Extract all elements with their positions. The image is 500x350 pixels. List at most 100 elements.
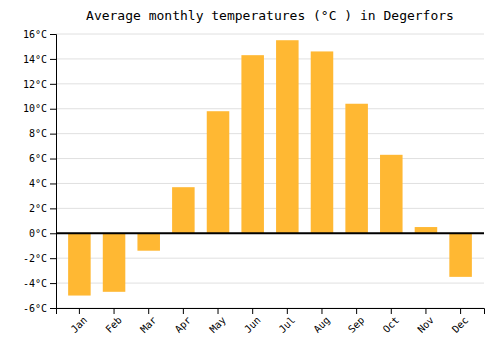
chart-container: -6°C -4°C -2°C 0°C 2°C 4°C 6°C 8°C 10°C 12°C 14°C 1… — [0, 0, 500, 350]
y-tick: 12°C — [23, 79, 56, 90]
y-tick: 0°C — [29, 228, 56, 239]
x-tick-mark — [460, 308, 461, 314]
y-tick-mark — [50, 308, 56, 309]
grid-line — [56, 108, 484, 109]
x-tick-label: Jan — [69, 314, 90, 335]
y-tick-label: 0°C — [29, 228, 47, 239]
x-tick: Jan — [69, 308, 90, 335]
x-tick-label: May — [207, 314, 228, 335]
y-tick: 10°C — [23, 103, 56, 114]
x-tick: Aug — [311, 308, 332, 335]
y-tick-mark — [50, 233, 56, 234]
x-tick: Apr — [173, 308, 194, 335]
bars — [68, 40, 472, 295]
x-tick: Nov — [415, 308, 436, 335]
bar — [207, 111, 230, 233]
x-tick-label: Sep — [346, 314, 367, 335]
x-tick-label: Mar — [138, 314, 159, 335]
y-tick: -4°C — [23, 278, 56, 289]
bar — [276, 40, 299, 233]
bar — [137, 233, 160, 250]
title: Average monthly temperatures (°C ) in De… — [86, 8, 454, 23]
x-tick-label: Aug — [311, 314, 332, 335]
y-tick-mark — [50, 84, 56, 85]
y-tick-label: 14°C — [23, 54, 47, 65]
x-tick-mark — [114, 308, 115, 314]
y-tick-mark — [50, 208, 56, 209]
y-tick: 4°C — [29, 178, 56, 189]
bar — [68, 233, 91, 295]
y-tick-label: 8°C — [29, 128, 47, 139]
x-tick-label: Feb — [103, 314, 124, 335]
x-tick-mark — [321, 308, 322, 314]
bar — [311, 51, 334, 233]
x-tick-mark — [425, 308, 426, 314]
y-tick-label: 6°C — [29, 153, 47, 164]
y-tick: -2°C — [23, 253, 56, 264]
grid-line — [56, 183, 484, 184]
chart-svg: -6°C -4°C -2°C 0°C 2°C 4°C 6°C 8°C 10°C 12°C 14°C 1… — [0, 0, 500, 350]
bar — [345, 104, 368, 234]
x-tick-label: Oct — [381, 314, 402, 335]
y-tick-mark — [50, 183, 56, 184]
y-tick: 6°C — [29, 153, 56, 164]
x-tick-mark — [287, 308, 288, 314]
grid-line — [56, 208, 484, 209]
y-tick: 14°C — [23, 54, 56, 65]
bar — [103, 233, 126, 292]
x-tick-mark — [356, 308, 357, 314]
zero-line — [56, 232, 484, 234]
x-tick-label: Jul — [277, 314, 298, 335]
x-tick-mark — [79, 308, 80, 314]
x-tick-label: Dec — [450, 314, 471, 335]
x-tick: Sep — [346, 308, 367, 335]
y-tick-label: 12°C — [23, 79, 47, 90]
grid-line — [56, 233, 484, 234]
x-tick: Dec — [450, 308, 471, 335]
x-axis-line — [57, 309, 485, 315]
x-tick: Oct — [381, 308, 402, 335]
y-tick: 8°C — [29, 128, 56, 139]
y-tick-mark — [50, 258, 56, 259]
y-tick-mark — [50, 159, 56, 160]
y-tick-label: 10°C — [23, 103, 47, 114]
x-tick-label: Apr — [173, 314, 194, 335]
x-tick-mark — [391, 308, 392, 314]
y-axis: -6°C -4°C -2°C 0°C 2°C 4°C 6°C 8°C 10°C 12°C 14°C 1… — [23, 29, 57, 314]
x-tick-mark — [148, 308, 149, 314]
grid-line — [56, 34, 484, 35]
x-tick-label: Jun — [242, 314, 263, 335]
y-tick-mark — [50, 134, 56, 135]
y-tick: 2°C — [29, 203, 56, 214]
x-tick: Jun — [242, 308, 263, 335]
bar — [380, 155, 403, 233]
y-tick-label: -6°C — [23, 303, 47, 314]
grid-line — [56, 58, 484, 59]
grid — [56, 34, 484, 308]
x-tick-mark — [183, 308, 184, 314]
y-tick-label: -4°C — [23, 278, 47, 289]
bar — [449, 233, 472, 277]
x-tick: May — [207, 308, 228, 335]
y-tick-mark — [50, 34, 56, 35]
y-tick-mark — [50, 283, 56, 284]
y-tick-label: 16°C — [23, 29, 47, 40]
x-axis: Jan Feb Mar Apr May Jun Jul Aug Sep Oct Nov Dec — [57, 308, 485, 335]
y-tick-mark — [50, 59, 56, 60]
y-tick-label: 4°C — [29, 178, 47, 189]
bar — [172, 187, 195, 233]
grid-line — [56, 133, 484, 134]
x-tick-label: Nov — [415, 314, 436, 335]
grid-line — [56, 83, 484, 84]
x-tick-mark — [252, 308, 253, 314]
x-tick: Feb — [103, 308, 124, 335]
y-tick-label: -2°C — [23, 253, 47, 264]
x-tick-mark — [218, 308, 219, 314]
x-tick: Mar — [138, 308, 159, 335]
bar — [241, 55, 264, 233]
bar — [415, 227, 438, 233]
plot-area: -6°C -4°C -2°C 0°C 2°C 4°C 6°C 8°C 10°C 12°C 14°C 1… — [23, 29, 485, 335]
y-tick-label: 2°C — [29, 203, 47, 214]
y-tick-mark — [50, 109, 56, 110]
y-tick: -6°C — [23, 303, 56, 314]
